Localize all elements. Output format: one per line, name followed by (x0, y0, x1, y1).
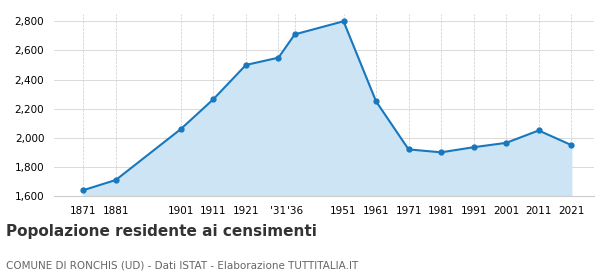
Text: Popolazione residente ai censimenti: Popolazione residente ai censimenti (6, 224, 317, 239)
Text: COMUNE DI RONCHIS (UD) - Dati ISTAT - Elaborazione TUTTITALIA.IT: COMUNE DI RONCHIS (UD) - Dati ISTAT - El… (6, 260, 358, 270)
